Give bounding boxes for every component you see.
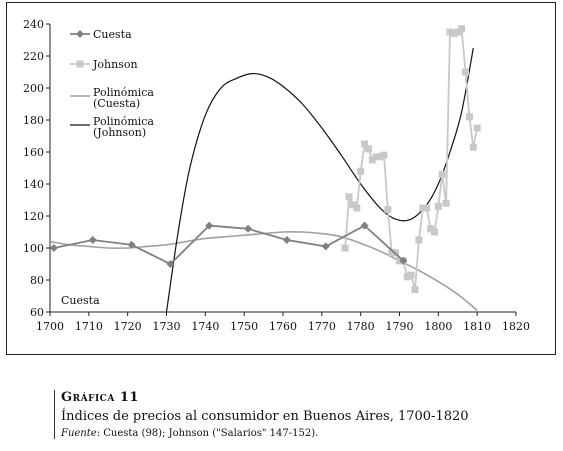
- legend-0-label: Cuesta: [93, 28, 132, 41]
- legend-3-label: Polinómica: [93, 115, 154, 128]
- series-johnson-point: [353, 204, 361, 212]
- series-johnson-point: [427, 225, 435, 233]
- x-tick-label: 1780: [347, 320, 375, 333]
- y-tick-label: 60: [30, 306, 44, 319]
- x-tick-label: 1760: [269, 320, 297, 333]
- chart-frame: 60 80 100 120 140 160 180 200 220 240 1700 1710 1720…: [6, 2, 556, 355]
- series-cuesta-point: [244, 224, 253, 233]
- source-prefix: Fuente: [61, 428, 97, 439]
- legend-0-marker: [76, 30, 84, 38]
- x-tick-label: 1800: [424, 320, 452, 333]
- series-johnson-point: [411, 286, 419, 294]
- legend-2-label: Polinómica: [93, 86, 154, 99]
- y-tick-label: 180: [23, 114, 44, 127]
- series-johnson-point: [372, 153, 380, 161]
- series-cuesta-point: [205, 221, 214, 230]
- series-johnson-point: [376, 153, 384, 161]
- series-cuesta-point: [88, 236, 97, 244]
- series-cuesta-point: [282, 236, 291, 244]
- series-johnson-point: [364, 145, 372, 153]
- series-johnson-point: [465, 113, 473, 121]
- legend-2-label-line2: (Cuesta): [93, 97, 140, 110]
- series-johnson-point: [450, 30, 458, 38]
- series-johnson-point: [403, 273, 411, 281]
- series-johnson-point: [423, 204, 431, 212]
- source-text: : Cuesta (98); Johnson ("Salarios" 147-1…: [96, 428, 319, 439]
- series-johnson-point: [469, 143, 477, 151]
- x-tick-label: 1720: [114, 320, 142, 333]
- y-tick-label: 80: [30, 274, 44, 287]
- series-johnson-point: [438, 170, 446, 178]
- series-johnson-point: [407, 271, 415, 279]
- x-tick-label: 1710: [75, 320, 103, 333]
- series-johnson-point: [462, 68, 470, 76]
- series-johnson-point: [434, 202, 442, 210]
- series-johnson-point: [345, 193, 353, 201]
- y-tick-label: 100: [23, 242, 44, 255]
- figure-source: Fuente: Cuesta (98); Johnson ("Salarios"…: [61, 428, 531, 439]
- series-cuesta-point: [127, 240, 136, 249]
- x-tick-label: 1700: [36, 320, 64, 333]
- figure-label: Gráfica 11: [61, 390, 139, 405]
- series-polinomica-johnson-line: [165, 47, 474, 312]
- y-tick-label: 200: [23, 82, 44, 95]
- x-tick-label: 1810: [463, 320, 491, 333]
- y-tick-label: 160: [23, 146, 44, 159]
- chart-series: [50, 25, 481, 312]
- chart-ticks: 60 80 100 120 140 160 180 200 220 240 1700 1710 1720…: [23, 18, 530, 333]
- legend-1-label: Johnson: [92, 58, 138, 71]
- series-johnson-point: [341, 244, 349, 252]
- series-johnson-point: [380, 151, 388, 159]
- series-johnson-point: [446, 28, 454, 36]
- y-tick-label: 240: [23, 18, 44, 31]
- series-cuesta-line: [53, 224, 404, 266]
- series-cuesta-point: [50, 244, 58, 252]
- y-tick-label: 120: [23, 210, 44, 223]
- series-cuesta-point: [166, 260, 175, 268]
- series-johnson-point: [357, 167, 365, 175]
- figure-caption: Gráfica 11 Índices de precios al consumi…: [54, 390, 531, 439]
- legend-1-marker: [76, 60, 84, 68]
- y-tick-label: 220: [23, 50, 44, 63]
- series-johnson-point: [349, 201, 357, 209]
- series-johnson-point: [368, 156, 376, 164]
- x-tick-label: 1770: [308, 320, 336, 333]
- series-johnson-point: [473, 124, 481, 132]
- series-johnson-point: [454, 28, 462, 36]
- chart-legend: CuestaJohnsonPolinómica(Cuesta)Polinómic…: [70, 28, 154, 139]
- series-johnson-point: [388, 249, 396, 257]
- y-tick-label: 140: [23, 178, 44, 191]
- chart-annotation: Cuesta: [61, 294, 100, 307]
- series-johnson-point: [419, 204, 427, 212]
- x-tick-label: 1740: [191, 320, 219, 333]
- x-tick-label: 1790: [386, 320, 414, 333]
- x-tick-label: 1820: [502, 320, 530, 333]
- x-tick-label: 1730: [153, 320, 181, 333]
- x-tick-label: 1750: [230, 320, 258, 333]
- series-cuesta-point: [360, 221, 369, 230]
- series-johnson-point: [430, 228, 438, 236]
- price-index-chart: 60 80 100 120 140 160 180 200 220 240 1700 1710 1720…: [23, 18, 530, 333]
- series-johnson-point: [442, 199, 450, 207]
- series-cuesta-point: [399, 256, 408, 265]
- series-cuesta-point: [321, 242, 330, 251]
- series-johnson-point: [361, 140, 369, 148]
- series-johnson-point: [458, 25, 466, 33]
- series-johnson-point: [384, 206, 392, 214]
- series-johnson-line: [344, 27, 479, 290]
- legend-3-label-line2: (Johnson): [93, 126, 146, 139]
- series-johnson-point: [415, 236, 423, 244]
- series-polinomica-cuesta-line: [50, 230, 478, 312]
- figure-title: Índices de precios al consumidor en Buen…: [61, 409, 469, 424]
